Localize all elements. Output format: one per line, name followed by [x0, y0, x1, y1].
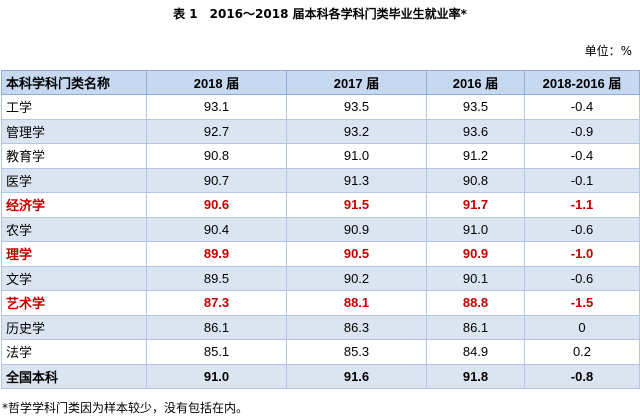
- cell-discipline: 历史学: [1, 314, 147, 340]
- cell-2017: 91.5: [286, 192, 427, 218]
- cell-2017: 93.5: [286, 94, 427, 120]
- cell-diff: -0.8: [524, 363, 640, 389]
- cell-2018: 86.1: [146, 314, 287, 340]
- cell-2018: 90.6: [146, 192, 287, 218]
- employment-rate-table: 本科学科门类名称 2018 届 2017 届 2016 届 2018-2016 …: [1, 70, 640, 389]
- cell-2016: 84.9: [426, 339, 525, 365]
- cell-2016: 90.9: [426, 241, 525, 267]
- cell-2016: 90.1: [426, 265, 525, 291]
- cell-discipline: 文学: [1, 265, 147, 291]
- footnote: *哲学学科门类因为样本较少，没有包括在内。: [2, 401, 249, 415]
- unit-label: 单位：%: [584, 44, 632, 58]
- cell-discipline: 理学: [1, 241, 147, 267]
- cell-2017: 90.5: [286, 241, 427, 267]
- header-discipline: 本科学科门类名称: [1, 70, 147, 95]
- cell-2017: 85.3: [286, 339, 427, 365]
- table-title-text: 2016～2018 届本科各学科门类毕业生就业率*: [209, 7, 467, 21]
- cell-discipline: 经济学: [1, 192, 147, 218]
- cell-2018: 87.3: [146, 290, 287, 316]
- cell-2016: 91.8: [426, 363, 525, 389]
- cell-discipline: 工学: [1, 94, 147, 120]
- cell-2017: 88.1: [286, 290, 427, 316]
- cell-diff: -0.1: [524, 167, 640, 193]
- cell-discipline: 医学: [1, 167, 147, 193]
- cell-2016: 91.2: [426, 143, 525, 169]
- cell-2018: 90.4: [146, 216, 287, 242]
- cell-2017: 91.0: [286, 143, 427, 169]
- cell-diff: -0.4: [524, 94, 640, 120]
- cell-2017: 86.3: [286, 314, 427, 340]
- header-diff: 2018-2016 届: [524, 70, 640, 95]
- table-row: 农学 90.4 90.9 91.0 -0.6: [1, 216, 640, 242]
- header-2018: 2018 届: [146, 70, 287, 95]
- cell-diff: -0.6: [524, 265, 640, 291]
- cell-2018: 93.1: [146, 94, 287, 120]
- table-row: 历史学 86.1 86.3 86.1 0: [1, 314, 640, 340]
- table-row: 全国本科 91.0 91.6 91.8 -0.8: [1, 363, 640, 389]
- cell-2016: 93.6: [426, 118, 525, 144]
- cell-2018: 89.9: [146, 241, 287, 267]
- cell-2016: 86.1: [426, 314, 525, 340]
- table-row: 教育学 90.8 91.0 91.2 -0.4: [1, 143, 640, 169]
- cell-2017: 90.9: [286, 216, 427, 242]
- cell-2017: 91.3: [286, 167, 427, 193]
- cell-2016: 88.8: [426, 290, 525, 316]
- cell-discipline: 农学: [1, 216, 147, 242]
- cell-2016: 90.8: [426, 167, 525, 193]
- header-2016: 2016 届: [426, 70, 525, 95]
- cell-2018: 90.8: [146, 143, 287, 169]
- cell-diff: -1.0: [524, 241, 640, 267]
- table-header-row: 本科学科门类名称 2018 届 2017 届 2016 届 2018-2016 …: [1, 70, 640, 95]
- cell-2016: 93.5: [426, 94, 525, 120]
- cell-diff: 0.2: [524, 339, 640, 365]
- cell-discipline: 教育学: [1, 143, 147, 169]
- cell-2017: 91.6: [286, 363, 427, 389]
- cell-discipline: 管理学: [1, 118, 147, 144]
- cell-diff: -0.4: [524, 143, 640, 169]
- cell-2018: 90.7: [146, 167, 287, 193]
- cell-diff: -0.6: [524, 216, 640, 242]
- cell-discipline: 全国本科: [1, 363, 147, 389]
- table-row: 理学 89.9 90.5 90.9 -1.0: [1, 241, 640, 267]
- table-row: 管理学 92.7 93.2 93.6 -0.9: [1, 118, 640, 144]
- header-2017: 2017 届: [286, 70, 427, 95]
- cell-discipline: 艺术学: [1, 290, 147, 316]
- table-number: 表 1: [173, 7, 198, 21]
- cell-2018: 89.5: [146, 265, 287, 291]
- cell-2018: 85.1: [146, 339, 287, 365]
- cell-2018: 91.0: [146, 363, 287, 389]
- cell-2016: 91.0: [426, 216, 525, 242]
- cell-2017: 93.2: [286, 118, 427, 144]
- cell-diff: -1.1: [524, 192, 640, 218]
- table-row: 医学 90.7 91.3 90.8 -0.1: [1, 167, 640, 193]
- cell-diff: -0.9: [524, 118, 640, 144]
- table-row: 工学 93.1 93.5 93.5 -0.4: [1, 94, 640, 120]
- cell-2017: 90.2: [286, 265, 427, 291]
- cell-diff: 0: [524, 314, 640, 340]
- table-title: 表 1 2016～2018 届本科各学科门类毕业生就业率*: [0, 5, 640, 22]
- cell-2018: 92.7: [146, 118, 287, 144]
- table-row: 法学 85.1 85.3 84.9 0.2: [1, 339, 640, 365]
- table-row: 艺术学 87.3 88.1 88.8 -1.5: [1, 290, 640, 316]
- table-row: 经济学 90.6 91.5 91.7 -1.1: [1, 192, 640, 218]
- cell-discipline: 法学: [1, 339, 147, 365]
- table-row: 文学 89.5 90.2 90.1 -0.6: [1, 265, 640, 291]
- cell-diff: -1.5: [524, 290, 640, 316]
- cell-2016: 91.7: [426, 192, 525, 218]
